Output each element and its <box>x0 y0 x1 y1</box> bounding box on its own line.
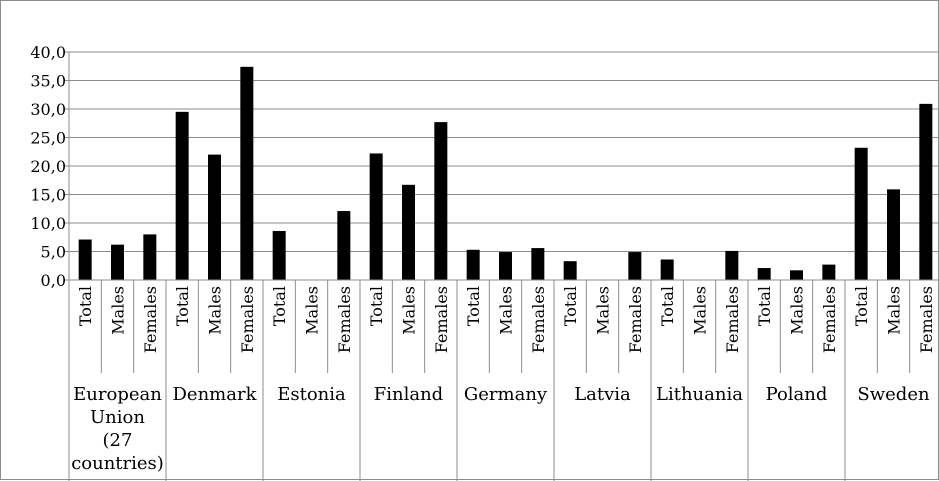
sub-category-label: Females <box>238 286 257 353</box>
y-axis: 0,0 5,0 10,0 15,0 20,0 25,0 30,0 35,0 40,0 <box>30 43 70 290</box>
sub-category-label: Males <box>594 286 613 335</box>
bar <box>434 122 448 280</box>
sub-category-label: Total <box>852 286 871 326</box>
sub-category-label: Total <box>76 286 95 326</box>
sub-category-label: Total <box>173 286 192 326</box>
bar <box>563 261 577 280</box>
bars <box>78 66 933 281</box>
bar <box>402 184 415 280</box>
bar <box>822 264 836 280</box>
gridlines <box>69 51 939 281</box>
bar <box>628 252 642 280</box>
bar <box>111 244 124 280</box>
sub-category-label: Females <box>626 286 645 353</box>
group-label: (27 <box>103 430 133 451</box>
y-tick-label: 5,0 <box>41 243 66 262</box>
bar <box>725 250 739 280</box>
group-label: European <box>73 384 162 405</box>
bar <box>240 66 254 280</box>
y-tick-label: 0,0 <box>41 271 66 290</box>
sub-category-label: Females <box>917 286 936 353</box>
bar <box>499 252 512 280</box>
bar <box>175 111 189 280</box>
x-axis: Total Males Females EuropeanUnion(27countri… <box>68 279 939 481</box>
y-tick-label: 35,0 <box>30 72 66 91</box>
y-tick-label: 15,0 <box>30 186 66 205</box>
bar <box>790 270 803 280</box>
bar <box>466 249 480 280</box>
group-label: Denmark <box>173 384 258 405</box>
sub-category-label: Females <box>141 286 160 353</box>
sub-category-label: Total <box>561 286 580 326</box>
sub-category-label: Males <box>497 286 516 335</box>
sub-category-label: Females <box>529 286 548 353</box>
bar <box>660 259 674 280</box>
sub-category-label: Total <box>367 286 386 326</box>
sub-category-label: Females <box>723 286 742 353</box>
sub-category-label: Total <box>270 286 289 326</box>
sub-category-label: Males <box>109 286 128 335</box>
y-tick-label: 25,0 <box>30 129 66 148</box>
y-tick-label: 30,0 <box>30 100 66 119</box>
y-tick-label: 20,0 <box>30 157 66 176</box>
sub-category-label: Females <box>432 286 451 353</box>
bar <box>887 189 900 280</box>
group-label: Germany <box>464 384 548 405</box>
group-label: Union <box>90 407 145 428</box>
y-tick-label: 10,0 <box>30 214 66 233</box>
sub-category-label: Males <box>788 286 807 335</box>
sub-category-label: Males <box>206 286 225 335</box>
bar <box>369 153 383 280</box>
bar <box>337 211 351 280</box>
group-label: Finland <box>374 384 443 405</box>
group-label: Poland <box>766 384 828 405</box>
sub-category-label: Females <box>820 286 839 353</box>
sub-category-label: Males <box>691 286 710 335</box>
group-label: Sweden <box>857 384 930 405</box>
sub-category-label: Males <box>885 286 904 335</box>
sub-category-label: Total <box>755 286 774 326</box>
sub-category-label: Males <box>303 286 322 335</box>
sub-category-label: Total <box>464 286 483 326</box>
bar <box>272 230 286 280</box>
group-label: countries) <box>71 453 164 474</box>
group-label: Latvia <box>574 384 631 405</box>
bar <box>143 234 157 280</box>
sub-category-label: Females <box>335 286 354 353</box>
bar <box>919 103 933 281</box>
bar <box>208 154 221 280</box>
bar <box>757 268 771 280</box>
bar <box>78 239 92 280</box>
bar <box>854 147 868 280</box>
sub-category-label: Total <box>658 286 677 326</box>
sub-category-label: Males <box>400 286 419 335</box>
bar <box>531 248 545 280</box>
y-tick-label: 40,0 <box>30 43 66 62</box>
group-label: Lithuania <box>656 384 743 405</box>
group-label: Estonia <box>277 384 346 405</box>
